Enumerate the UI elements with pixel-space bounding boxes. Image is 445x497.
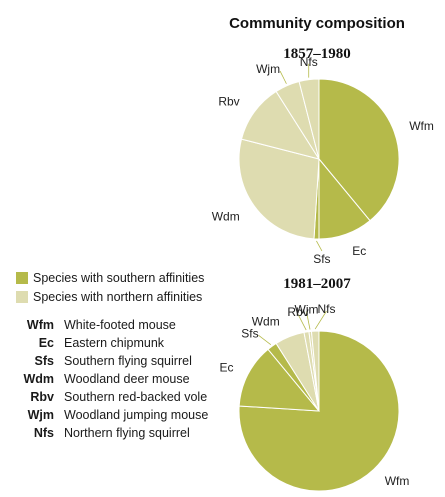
slice-label-wdm: Wdm [212, 210, 240, 224]
leader-line-wjm [279, 70, 287, 84]
abbreviation-code: Nfs [33, 426, 54, 440]
pie-chart-1857-1980: Wfm Ec Sfs Wdm Rbv Wjm Nfs [212, 55, 434, 266]
abbreviation-row: Rbv Southern red-backed vole [14, 388, 208, 406]
abbreviation-name: Woodland deer mouse [64, 372, 190, 386]
abbreviation-code: Sfs [34, 354, 54, 368]
abbreviation-row: Sfs Southern flying squirrel [14, 352, 208, 370]
leader-line-sfs [258, 335, 272, 345]
northern-swatch [16, 290, 28, 303]
pie-slice-nfs [310, 330, 320, 412]
legend-item-southern: Species with southern affinities [16, 268, 204, 287]
legend-label-southern: Species with southern affinities [33, 270, 205, 285]
pie-title-1857-1980: 1857–1980 [283, 46, 351, 62]
leader-line-rbv [297, 313, 307, 331]
abbreviation-row: Ec Eastern chipmunk [14, 334, 208, 352]
slice-label-nfs: Nfs [300, 55, 318, 69]
pie-slice-wdm [238, 138, 320, 240]
abbreviation-code: Ec [38, 336, 54, 350]
leader-line-nfs [314, 310, 327, 330]
slice-label-rbv: Rbv [287, 305, 308, 319]
abbreviation-name: Southern red-backed vole [64, 390, 208, 404]
abbreviation-name: Woodland jumping mouse [64, 408, 209, 422]
figure-title: Community composition [229, 15, 405, 32]
pie-title-1981-2007: 1981–2007 [283, 276, 351, 292]
slice-label-wfm: Wfm [409, 119, 434, 133]
abbreviation-name: Northern flying squirrel [64, 426, 190, 440]
abbreviation-row: Wfm White-footed mouse [14, 316, 208, 334]
slice-label-nfs: Nfs [318, 302, 336, 316]
legend: Species with southern affinities Species… [16, 268, 204, 306]
slice-label-rbv: Rbv [218, 94, 239, 108]
leader-line-sfs [316, 240, 323, 252]
abbreviation-name: Eastern chipmunk [64, 336, 165, 350]
slice-label-ec: Ec [219, 360, 233, 374]
slice-label-wfm: Wfm [385, 474, 410, 488]
abbreviation-code: Rbv [30, 390, 54, 404]
legend-item-northern: Species with northern affinities [16, 287, 204, 306]
pie-slice-ec [238, 348, 321, 412]
abbreviation-row: Nfs Northern flying squirrel [14, 424, 208, 442]
pie-slice-nfs [298, 78, 320, 160]
slice-label-wjm: Wjm [295, 303, 319, 317]
slice-label-wdm: Wdm [252, 315, 280, 329]
slice-label-ec: Ec [352, 244, 366, 258]
abbreviation-row: Wjm Woodland jumping mouse [14, 406, 209, 424]
abbreviation-code: Wdm [23, 372, 54, 386]
southern-swatch [16, 271, 28, 284]
abbreviation-key: Wfm White-footed mouse Ec Eastern chipmu… [14, 316, 208, 442]
slice-label-wjm: Wjm [256, 62, 280, 76]
abbreviation-name: White-footed mouse [64, 318, 176, 332]
legend-label-northern: Species with northern affinities [33, 289, 203, 304]
slice-label-sfs: Sfs [241, 326, 258, 340]
abbreviation-row: Wdm Woodland deer mouse [14, 370, 208, 388]
abbreviation-code: Wfm [26, 318, 54, 332]
abbreviation-name: Southern flying squirrel [64, 354, 192, 368]
abbreviation-code: Wjm [27, 408, 54, 422]
pie-slice-rbv [240, 90, 321, 160]
leader-line-wjm [306, 311, 311, 330]
slice-label-sfs: Sfs [313, 252, 330, 266]
pie-slice-wfm [318, 78, 400, 222]
